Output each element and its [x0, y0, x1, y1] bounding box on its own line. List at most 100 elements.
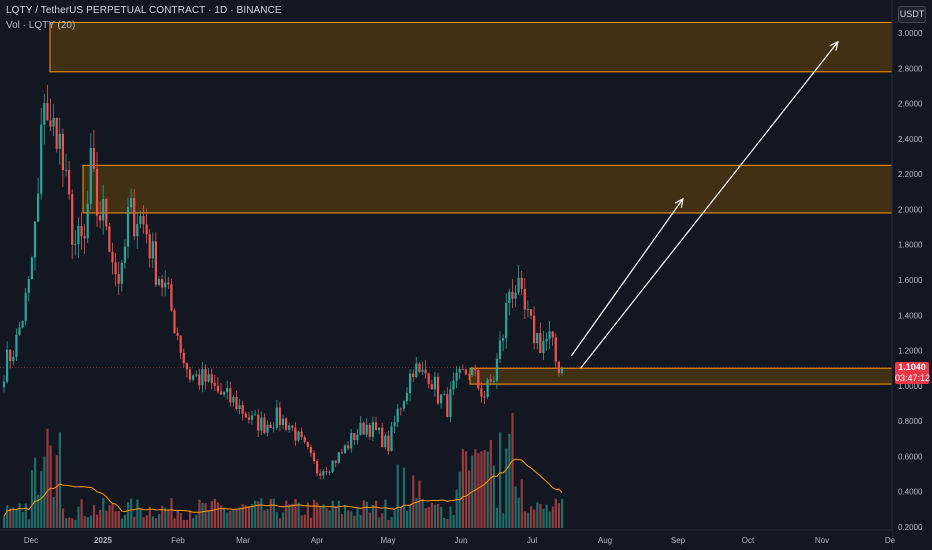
candle-body: [433, 376, 436, 390]
price-tick-label: 1.4000: [898, 311, 923, 320]
volume-bar: [80, 499, 83, 528]
volume-bar: [244, 505, 247, 528]
candle-body: [378, 427, 381, 431]
candle-body: [300, 431, 303, 438]
volume-bar: [427, 507, 430, 528]
volume-bar: [241, 504, 244, 528]
candle-body: [430, 384, 433, 390]
price-tick-label: 0.8000: [898, 417, 923, 426]
candle-body: [157, 279, 161, 285]
candle-body: [322, 471, 325, 476]
resistance-zone-2[interactable]: [82, 164, 893, 214]
time-tick-label: Apr: [311, 536, 324, 545]
volume-bar: [269, 498, 272, 528]
volume-bar: [455, 489, 458, 528]
candle-body: [312, 452, 316, 462]
candle-body: [309, 447, 312, 453]
volume-bar: [21, 512, 24, 528]
candle-body: [399, 408, 402, 410]
volume-bar: [34, 457, 37, 528]
volume-bar: [275, 512, 278, 528]
candle-body: [161, 279, 164, 288]
volume-bar: [313, 499, 316, 528]
volume-bar: [77, 506, 80, 528]
volume-bar: [424, 507, 427, 528]
candle-body: [86, 203, 89, 239]
candle-body: [412, 373, 415, 378]
volume-bar: [201, 502, 204, 528]
candle-body: [18, 327, 21, 335]
projection-arrow-1[interactable]: [570, 198, 684, 357]
volume-bar: [117, 510, 120, 528]
volume-bar: [170, 498, 173, 528]
volume-bar: [247, 506, 251, 528]
candle-body: [511, 291, 514, 299]
price-tick-label: 2.8000: [898, 64, 923, 73]
volume-bar: [365, 501, 368, 528]
volume-bar: [220, 505, 223, 528]
candle-body: [30, 257, 33, 280]
candle-body: [120, 262, 123, 284]
candle-body: [154, 241, 157, 285]
volume-bar: [185, 519, 189, 528]
price-axis[interactable]: [892, 0, 932, 550]
volume-bar: [340, 514, 344, 528]
volume-bar: [468, 470, 471, 528]
candle-body: [331, 460, 334, 473]
volume-bar: [520, 479, 523, 528]
resistance-zone-3[interactable]: [469, 367, 893, 385]
candle-body: [523, 288, 526, 310]
volume-indicator-label[interactable]: Vol · LQTY (20): [6, 20, 76, 31]
time-axis[interactable]: [0, 530, 892, 550]
candle-body: [418, 363, 421, 372]
volume-bar: [130, 498, 133, 528]
candle-body: [343, 445, 347, 454]
volume-bar: [359, 514, 362, 528]
volume-bar: [328, 510, 331, 528]
time-tick-label: 2025: [94, 536, 112, 545]
volume-bar: [68, 517, 71, 528]
candle-body: [250, 415, 254, 420]
candle-body: [545, 338, 548, 342]
resistance-zone-1[interactable]: [49, 21, 893, 73]
volume-bar: [15, 508, 18, 528]
volume-bar: [294, 498, 297, 528]
candle-body: [229, 388, 232, 403]
time-tick-label: Nov: [815, 536, 829, 545]
volume-bar: [437, 503, 440, 528]
volume-bar: [430, 502, 433, 528]
candle-body: [316, 461, 319, 474]
candle-body: [461, 369, 464, 370]
candle-body: [498, 340, 502, 359]
candle-body: [176, 333, 179, 336]
last-price-value: 1.1040: [898, 362, 926, 372]
volume-bar: [508, 433, 511, 528]
candle-body: [452, 380, 455, 390]
volume-bar: [347, 510, 350, 528]
volume-bar: [3, 516, 6, 528]
candle-body: [471, 368, 474, 376]
projection-arrow-2[interactable]: [580, 41, 839, 369]
volume-bar: [316, 502, 319, 528]
volume-bar: [523, 511, 526, 528]
candle-body: [340, 452, 343, 454]
candle-body: [508, 291, 511, 303]
volume-bar: [229, 511, 232, 528]
volume-bar: [396, 464, 399, 528]
price-tick-label: 1.2000: [898, 347, 923, 356]
candle-body: [483, 396, 486, 398]
candle-body: [427, 373, 430, 385]
volume-bar: [58, 432, 61, 528]
volume-bar: [514, 486, 517, 528]
volume-bar: [167, 509, 170, 528]
candle-body: [421, 369, 424, 372]
volume-bar: [266, 509, 269, 528]
candle-body: [281, 418, 285, 425]
candle-body: [533, 315, 536, 344]
volume-bar: [192, 517, 195, 528]
candle-body: [235, 397, 238, 410]
volume-bar: [189, 510, 192, 528]
currency-button[interactable]: USDT: [898, 6, 926, 23]
